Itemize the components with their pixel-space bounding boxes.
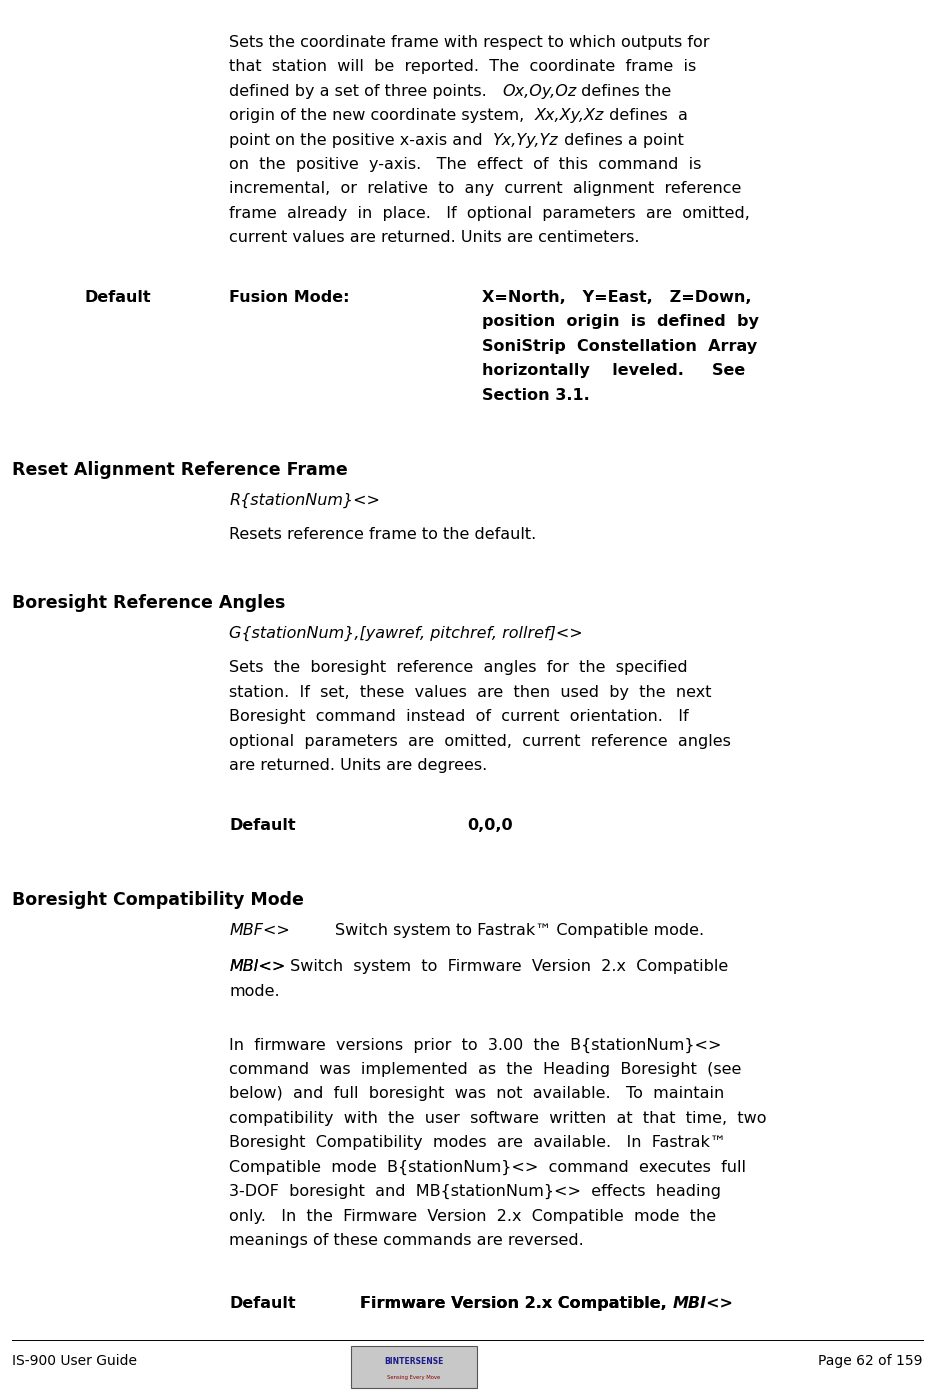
Text: MBI<>: MBI<> xyxy=(229,959,285,974)
Text: Sets  the  boresight  reference  angles  for  the  specified: Sets the boresight reference angles for … xyxy=(229,660,688,676)
Text: MBI<>: MBI<> xyxy=(229,959,285,974)
Text: Boresight Reference Angles: Boresight Reference Angles xyxy=(12,595,285,613)
Text: defines the: defines the xyxy=(577,84,671,99)
Text: X=North,   Y=East,   Z=Down,: X=North, Y=East, Z=Down, xyxy=(482,290,751,304)
Text: Boresight  command  instead  of  current  orientation.   If: Boresight command instead of current ori… xyxy=(229,709,689,725)
Text: G{stationNum},[yawref, pitchref, rollref]<>: G{stationNum},[yawref, pitchref, rollref… xyxy=(229,625,583,641)
Text: horizontally    leveled.     See: horizontally leveled. See xyxy=(482,363,745,378)
Text: compatibility  with  the  user  software  written  at  that  time,  two: compatibility with the user software wri… xyxy=(229,1111,767,1125)
Text: Default: Default xyxy=(84,290,151,304)
Text: that  station  will  be  reported.  The  coordinate  frame  is: that station will be reported. The coord… xyxy=(229,59,697,74)
Text: Reset Alignment Reference Frame: Reset Alignment Reference Frame xyxy=(12,461,348,479)
Text: IS-900 User Guide: IS-900 User Guide xyxy=(12,1354,137,1368)
Text: 0,0,0: 0,0,0 xyxy=(468,818,513,832)
Text: Boresight  Compatibility  modes  are  available.   In  Fastrak™: Boresight Compatibility modes are availa… xyxy=(229,1135,726,1150)
Text: Sensing Every Move: Sensing Every Move xyxy=(387,1375,440,1379)
Text: origin of the new coordinate system,: origin of the new coordinate system, xyxy=(229,107,535,123)
Text: frame  already  in  place.   If  optional  parameters  are  omitted,: frame already in place. If optional para… xyxy=(229,205,750,221)
Text: meanings of these commands are reversed.: meanings of these commands are reversed. xyxy=(229,1233,583,1248)
Text: defines  a: defines a xyxy=(604,107,688,123)
Text: 3-DOF  boresight  and  MB{stationNum}<>  effects  heading: 3-DOF boresight and MB{stationNum}<> eff… xyxy=(229,1184,721,1199)
Text: position  origin  is  defined  by: position origin is defined by xyxy=(482,314,758,329)
Text: optional  parameters  are  omitted,  current  reference  angles: optional parameters are omitted, current… xyxy=(229,733,731,748)
Text: defines a point: defines a point xyxy=(558,133,683,148)
Text: Firmware Version 2.x Compatible,: Firmware Version 2.x Compatible, xyxy=(360,1297,672,1311)
Text: Compatible  mode  B{stationNum}<>  command  executes  full: Compatible mode B{stationNum}<> command … xyxy=(229,1160,746,1175)
Text: station.  If  set,  these  values  are  then  used  by  the  next: station. If set, these values are then u… xyxy=(229,684,712,699)
Text: Firmware Version 2.x Compatible,: Firmware Version 2.x Compatible, xyxy=(360,1297,672,1311)
Text: on  the  positive  y-axis.   The  effect  of  this  command  is: on the positive y-axis. The effect of th… xyxy=(229,156,701,172)
Text: Fusion Mode:: Fusion Mode: xyxy=(229,290,350,304)
Text: SoniStrip  Constellation  Array: SoniStrip Constellation Array xyxy=(482,339,756,353)
Text: point on the positive x-axis and: point on the positive x-axis and xyxy=(229,133,493,148)
Text: Ox,Oy,Oz: Ox,Oy,Oz xyxy=(502,84,577,99)
Text: Yx,Yy,Yz: Yx,Yy,Yz xyxy=(493,133,558,148)
Text: Resets reference frame to the default.: Resets reference frame to the default. xyxy=(229,526,537,542)
Text: Default: Default xyxy=(229,1297,295,1311)
Text: MBI<>: MBI<> xyxy=(672,1297,733,1311)
Text: Xx,Xy,Xz: Xx,Xy,Xz xyxy=(535,107,604,123)
Text: command  was  implemented  as  the  Heading  Boresight  (see: command was implemented as the Heading B… xyxy=(229,1062,741,1076)
Text: Sets the coordinate frame with respect to which outputs for: Sets the coordinate frame with respect t… xyxy=(229,35,710,50)
Text: are returned. Units are degrees.: are returned. Units are degrees. xyxy=(229,758,487,773)
Text: defined by a set of three points.: defined by a set of three points. xyxy=(229,84,502,99)
Text: only.   In  the  Firmware  Version  2.x  Compatible  mode  the: only. In the Firmware Version 2.x Compat… xyxy=(229,1209,716,1223)
Text: incremental,  or  relative  to  any  current  alignment  reference: incremental, or relative to any current … xyxy=(229,181,741,197)
Text: current values are returned. Units are centimeters.: current values are returned. Units are c… xyxy=(229,230,640,246)
Text: R{stationNum}<>: R{stationNum}<> xyxy=(229,493,380,508)
Text: Page 62 of 159: Page 62 of 159 xyxy=(818,1354,923,1368)
Text: Section 3.1.: Section 3.1. xyxy=(482,388,589,402)
Text: Boresight Compatibility Mode: Boresight Compatibility Mode xyxy=(12,891,304,909)
Text: Default: Default xyxy=(229,818,295,832)
Text: ΒINTERSENSE: ΒINTERSENSE xyxy=(384,1357,443,1367)
Text: below)  and  full  boresight  was  not  available.   To  maintain: below) and full boresight was not availa… xyxy=(229,1086,725,1101)
Text: Switch  system  to  Firmware  Version  2.x  Compatible: Switch system to Firmware Version 2.x Co… xyxy=(285,959,728,974)
Text: In  firmware  versions  prior  to  3.00  the  B{stationNum}<>: In firmware versions prior to 3.00 the B… xyxy=(229,1037,722,1053)
Text: mode.: mode. xyxy=(229,984,280,998)
Text: Switch system to Fastrak™ Compatible mode.: Switch system to Fastrak™ Compatible mod… xyxy=(335,923,704,938)
FancyBboxPatch shape xyxy=(351,1346,477,1388)
Text: MBF<>: MBF<> xyxy=(229,923,290,938)
